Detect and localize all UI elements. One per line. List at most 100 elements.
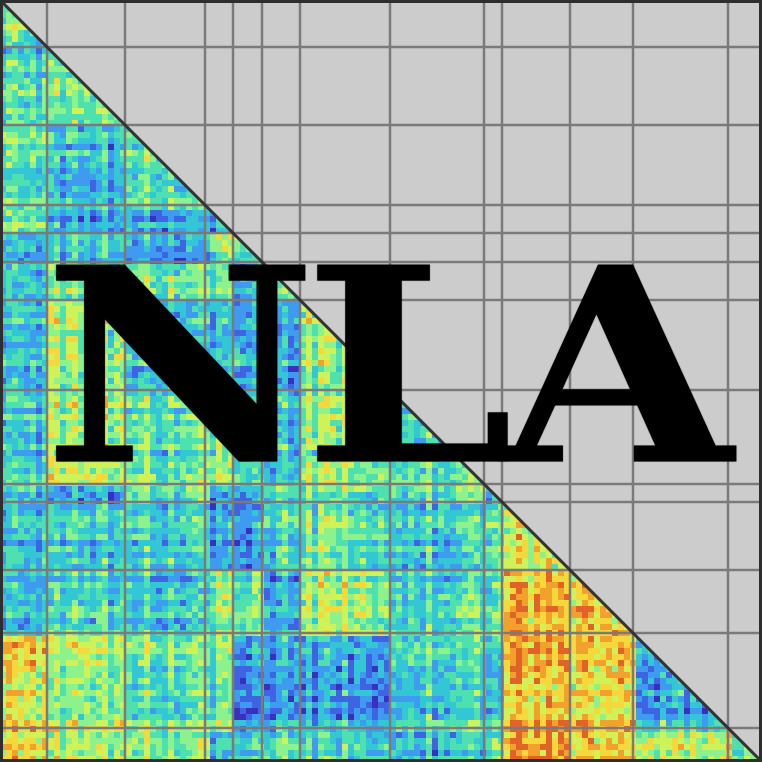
heatmap-cell bbox=[138, 462, 144, 468]
heatmap-cell bbox=[6, 246, 12, 252]
heatmap-cell bbox=[312, 426, 318, 432]
heatmap-cell bbox=[126, 150, 132, 156]
heatmap-cell bbox=[222, 426, 228, 432]
heatmap-cell bbox=[168, 306, 174, 312]
heatmap-cell bbox=[270, 504, 276, 510]
heatmap-cell bbox=[156, 306, 162, 312]
heatmap-cell bbox=[150, 204, 156, 210]
heatmap-cell bbox=[156, 228, 162, 234]
heatmap-cell bbox=[354, 582, 360, 588]
heatmap-cell bbox=[24, 36, 30, 42]
heatmap-cell bbox=[474, 522, 480, 528]
heatmap-cell bbox=[66, 348, 72, 354]
heatmap-cell bbox=[84, 222, 90, 228]
heatmap-cell bbox=[276, 336, 282, 342]
heatmap-cell bbox=[54, 264, 60, 270]
heatmap-cell bbox=[192, 318, 198, 324]
heatmap-cell bbox=[252, 558, 258, 564]
heatmap-cell bbox=[270, 510, 276, 516]
heatmap-cell bbox=[132, 198, 138, 204]
heatmap-cell bbox=[126, 594, 132, 600]
heatmap-cell bbox=[354, 426, 360, 432]
heatmap-cell bbox=[48, 468, 54, 474]
heatmap-cell bbox=[246, 318, 252, 324]
heatmap-cell bbox=[120, 300, 126, 306]
heatmap-cell bbox=[402, 456, 408, 462]
heatmap-cell bbox=[102, 474, 108, 480]
heatmap-cell bbox=[426, 576, 432, 582]
heatmap-cell bbox=[270, 558, 276, 564]
heatmap-cell bbox=[354, 522, 360, 528]
heatmap-cell bbox=[150, 216, 156, 222]
heatmap-cell bbox=[210, 330, 216, 336]
heatmap-cell bbox=[300, 318, 306, 324]
heatmap-cell bbox=[12, 324, 18, 330]
heatmap-cell bbox=[18, 246, 24, 252]
heatmap-cell bbox=[144, 384, 150, 390]
heatmap-cell bbox=[330, 552, 336, 558]
heatmap-cell bbox=[54, 228, 60, 234]
heatmap-cell bbox=[288, 366, 294, 372]
heatmap-cell bbox=[222, 342, 228, 348]
heatmap-cell bbox=[144, 450, 150, 456]
heatmap-cell bbox=[84, 594, 90, 600]
heatmap-cell bbox=[72, 522, 78, 528]
heatmap-cell bbox=[192, 222, 198, 228]
heatmap-cell bbox=[96, 462, 102, 468]
heatmap-cell bbox=[210, 546, 216, 552]
heatmap-cell bbox=[270, 432, 276, 438]
heatmap-cell bbox=[414, 564, 420, 570]
heatmap-cell bbox=[48, 336, 54, 342]
heatmap-cell bbox=[66, 432, 72, 438]
heatmap-cell bbox=[12, 60, 18, 66]
heatmap-cell bbox=[198, 336, 204, 342]
heatmap-cell bbox=[144, 186, 150, 192]
heatmap-cell bbox=[288, 390, 294, 396]
heatmap-cell bbox=[222, 576, 228, 582]
heatmap-cell bbox=[12, 486, 18, 492]
heatmap-cell bbox=[6, 378, 12, 384]
heatmap-cell bbox=[402, 426, 408, 432]
heatmap-cell bbox=[84, 168, 90, 174]
heatmap-cell bbox=[48, 246, 54, 252]
heatmap-cell bbox=[510, 558, 516, 564]
heatmap-cell bbox=[204, 360, 210, 366]
heatmap-cell bbox=[186, 324, 192, 330]
heatmap-cell bbox=[150, 546, 156, 552]
heatmap-cell bbox=[180, 402, 186, 408]
heatmap-cell bbox=[138, 414, 144, 420]
heatmap-cell bbox=[30, 108, 36, 114]
heatmap-cell bbox=[18, 228, 24, 234]
heatmap-cell bbox=[144, 234, 150, 240]
heatmap-cell bbox=[288, 372, 294, 378]
heatmap-cell bbox=[54, 132, 60, 138]
heatmap-cell bbox=[12, 366, 18, 372]
heatmap-cell bbox=[246, 582, 252, 588]
heatmap-cell bbox=[96, 144, 102, 150]
heatmap-cell bbox=[78, 552, 84, 558]
heatmap-cell bbox=[18, 570, 24, 576]
heatmap-cell bbox=[66, 90, 72, 96]
heatmap-cell bbox=[360, 414, 366, 420]
heatmap-cell bbox=[360, 504, 366, 510]
heatmap-cell bbox=[306, 468, 312, 474]
heatmap-cell bbox=[330, 504, 336, 510]
heatmap-cell bbox=[144, 564, 150, 570]
heatmap-cell bbox=[96, 510, 102, 516]
heatmap-cell bbox=[360, 564, 366, 570]
heatmap-cell bbox=[78, 180, 84, 186]
heatmap-cell bbox=[204, 300, 210, 306]
heatmap-cell bbox=[12, 408, 18, 414]
heatmap-cell bbox=[72, 234, 78, 240]
heatmap-cell bbox=[264, 510, 270, 516]
heatmap-cell bbox=[108, 114, 114, 120]
heatmap-cell bbox=[420, 522, 426, 528]
heatmap-cell bbox=[432, 504, 438, 510]
heatmap-cell bbox=[240, 450, 246, 456]
heatmap-cell bbox=[12, 78, 18, 84]
heatmap-cell bbox=[198, 546, 204, 552]
heatmap-cell bbox=[234, 336, 240, 342]
heatmap-cell bbox=[282, 396, 288, 402]
heatmap-cell bbox=[18, 192, 24, 198]
heatmap-cell bbox=[6, 474, 12, 480]
